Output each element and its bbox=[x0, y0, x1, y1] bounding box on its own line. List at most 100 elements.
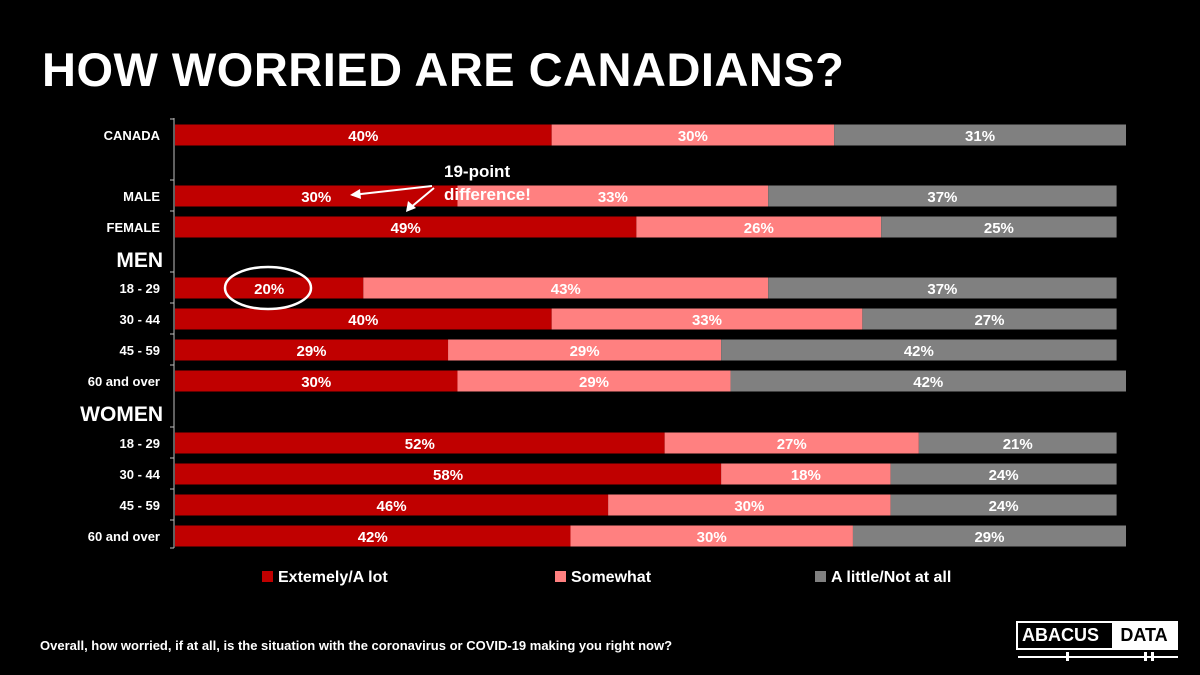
data-label: 30% bbox=[301, 374, 331, 391]
bar-segment bbox=[768, 185, 1117, 207]
data-label: 43% bbox=[551, 281, 581, 298]
data-label: 37% bbox=[927, 189, 957, 206]
logo-tick bbox=[1144, 652, 1147, 661]
data-label: 29% bbox=[570, 343, 600, 360]
data-label: 20% bbox=[254, 281, 284, 298]
category-label: MALE bbox=[123, 189, 160, 204]
page-title: HOW WORRIED ARE CANADIANS? bbox=[42, 43, 845, 96]
bar-segment bbox=[551, 124, 835, 146]
bar-segment bbox=[175, 308, 552, 330]
bar-segment bbox=[448, 339, 722, 361]
legend-label: Extemely/A lot bbox=[278, 569, 388, 586]
bar-segment bbox=[881, 216, 1117, 238]
category-label: 60 and over bbox=[88, 374, 160, 389]
annotation-arrowhead bbox=[350, 189, 361, 199]
data-label: 29% bbox=[974, 529, 1004, 546]
data-label: 46% bbox=[377, 498, 407, 515]
bar-segment bbox=[175, 339, 449, 361]
logo-tick bbox=[1151, 652, 1154, 661]
data-label: 30% bbox=[678, 128, 708, 145]
category-label: 30 - 44 bbox=[120, 312, 161, 327]
bar-segment bbox=[730, 370, 1126, 392]
bar-segment bbox=[768, 277, 1117, 299]
bar-segment bbox=[570, 525, 853, 547]
data-label: 24% bbox=[989, 498, 1019, 515]
data-label: 58% bbox=[433, 467, 463, 484]
data-label: 49% bbox=[391, 220, 421, 237]
bar-segment bbox=[918, 432, 1117, 454]
data-label: 40% bbox=[348, 128, 378, 145]
bar-segment bbox=[175, 494, 609, 516]
stacked-bar-chart: MEN WOMEN CANADA 40% 30% 31% MALE 30% 33% 37% FEMA… bbox=[80, 118, 1126, 586]
category-label: 45 - 59 bbox=[120, 498, 160, 513]
bar-segment bbox=[175, 277, 364, 299]
category-label: 18 - 29 bbox=[120, 436, 160, 451]
abacus-data-logo: ABACUS DATA bbox=[1016, 621, 1180, 661]
survey-question: Overall, how worried, if at all, is the … bbox=[40, 638, 673, 653]
category-label: 60 and over bbox=[88, 529, 160, 544]
data-label: 33% bbox=[692, 312, 722, 329]
category-label: 18 - 29 bbox=[120, 281, 160, 296]
data-label: 33% bbox=[598, 189, 628, 206]
bar-segment bbox=[551, 308, 863, 330]
data-label: 37% bbox=[927, 281, 957, 298]
annotation-circle bbox=[223, 265, 313, 311]
data-label: 42% bbox=[904, 343, 934, 360]
bar-segment bbox=[175, 124, 552, 146]
data-label: 30% bbox=[697, 529, 727, 546]
bar-segment bbox=[457, 185, 769, 207]
logo-line bbox=[1018, 656, 1178, 658]
bar-segment bbox=[175, 432, 665, 454]
data-label: 52% bbox=[405, 436, 435, 453]
data-label: 24% bbox=[989, 467, 1019, 484]
data-label: 26% bbox=[744, 220, 774, 237]
legend-label: Somewhat bbox=[571, 569, 652, 586]
data-label: 21% bbox=[1003, 436, 1033, 453]
data-label: 40% bbox=[348, 312, 378, 329]
logo-tick bbox=[1066, 652, 1069, 661]
data-label: 30% bbox=[301, 189, 331, 206]
legend-swatch bbox=[815, 571, 826, 582]
bar-segment bbox=[834, 124, 1126, 146]
logo-box: ABACUS DATA bbox=[1016, 621, 1178, 650]
category-label: CANADA bbox=[104, 128, 161, 143]
bar-segment bbox=[175, 525, 571, 547]
data-label: 42% bbox=[358, 529, 388, 546]
group-label: MEN bbox=[116, 249, 163, 272]
bar-segment bbox=[608, 494, 891, 516]
bar-segment bbox=[721, 339, 1117, 361]
data-label: 27% bbox=[777, 436, 807, 453]
annotation-text: difference! bbox=[444, 185, 531, 204]
bar-segment bbox=[457, 370, 731, 392]
category-label: 30 - 44 bbox=[120, 467, 161, 482]
annotation-arrowhead bbox=[406, 201, 416, 212]
data-label: 30% bbox=[734, 498, 764, 515]
bar-segment bbox=[175, 370, 458, 392]
data-label: 42% bbox=[913, 374, 943, 391]
bar-segment bbox=[363, 277, 769, 299]
data-label: 18% bbox=[791, 467, 821, 484]
bar-segment bbox=[636, 216, 882, 238]
data-label: 29% bbox=[297, 343, 327, 360]
legend-label: A little/Not at all bbox=[831, 569, 951, 586]
bar-segment bbox=[862, 308, 1117, 330]
legend-swatch bbox=[555, 571, 566, 582]
category-label: FEMALE bbox=[107, 220, 161, 235]
logo-text-abacus: ABACUS bbox=[1022, 625, 1100, 645]
data-label: 31% bbox=[965, 128, 995, 145]
legend-swatch bbox=[262, 571, 273, 582]
group-label: WOMEN bbox=[80, 403, 163, 426]
bar-segment bbox=[890, 494, 1117, 516]
annotation-arrow bbox=[409, 187, 435, 209]
data-label: 25% bbox=[984, 220, 1014, 237]
logo-text-data: DATA bbox=[1112, 623, 1176, 648]
annotation-text: 19-point bbox=[444, 162, 510, 181]
bar-segment bbox=[175, 216, 637, 238]
bar-segment bbox=[721, 463, 891, 485]
category-label: 45 - 59 bbox=[120, 343, 160, 358]
data-label: 27% bbox=[974, 312, 1004, 329]
bar-segment bbox=[890, 463, 1117, 485]
annotation-arrow bbox=[351, 185, 433, 196]
bar-segment bbox=[664, 432, 919, 454]
bar-segment bbox=[175, 463, 722, 485]
